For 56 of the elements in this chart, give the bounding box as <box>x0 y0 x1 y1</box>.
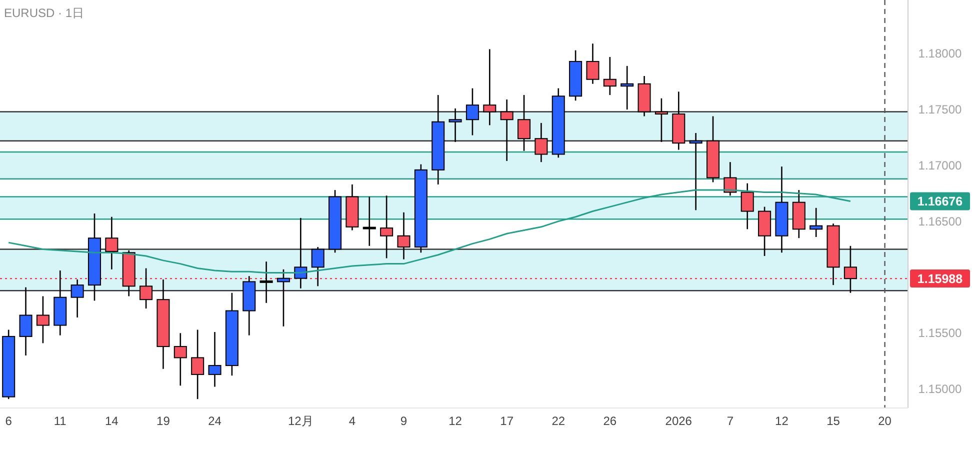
candlestick <box>260 260 273 304</box>
y-tick-label: 1.15500 <box>918 326 962 340</box>
text: 1.16676 <box>917 194 963 209</box>
candlestick <box>191 329 204 400</box>
candlestick <box>483 48 496 126</box>
y-tick-label: 1.16500 <box>918 214 962 228</box>
y-tick-label: 1.17500 <box>918 102 962 117</box>
candlestick <box>397 212 410 260</box>
candlestick <box>362 196 376 247</box>
x-tick-label: 12 <box>775 414 789 428</box>
y-tick-label: 1.18000 <box>918 46 962 61</box>
x-tick-label: 24 <box>208 414 222 428</box>
x-tick-label: 19 <box>156 414 170 428</box>
candlestick <box>448 108 462 143</box>
x-tick-label: 9 <box>400 414 408 428</box>
candlestick <box>603 56 616 96</box>
x-tick-label: 26 <box>603 414 617 428</box>
x-tick-label: 14 <box>104 414 119 428</box>
y-tick-label: 1.15000 <box>918 382 962 396</box>
candlestick <box>70 278 84 318</box>
candlestick <box>620 65 634 110</box>
x-tick-label: 20 <box>878 414 892 428</box>
candlestick <box>689 132 702 211</box>
candlestick <box>654 98 668 143</box>
x-tick-label: 2026 <box>665 414 692 428</box>
candlestick <box>140 268 153 310</box>
x-tick-label: 7 <box>726 414 734 428</box>
candlestick <box>518 94 531 152</box>
candlestick <box>294 217 308 290</box>
x-tick-label: 12月 <box>288 414 314 428</box>
candlestick <box>380 194 394 259</box>
candlestick <box>208 331 222 388</box>
x-tick-label: 4 <box>348 414 356 428</box>
candlestick <box>19 286 32 356</box>
candlestick <box>844 245 857 294</box>
candlestick <box>534 122 548 163</box>
candlestick <box>740 182 754 230</box>
x-tick-label: 6 <box>5 414 12 428</box>
x-tick-label: 11 <box>54 414 67 428</box>
candlestick <box>276 268 290 328</box>
candlestick <box>105 216 118 270</box>
text: EURUSD · 1日 <box>4 6 84 20</box>
candlestick <box>36 296 50 344</box>
candlestick <box>810 207 823 238</box>
candlestick <box>724 161 737 196</box>
x-tick-label: 12 <box>448 414 462 428</box>
candlestick <box>500 98 514 162</box>
candlestick <box>174 332 187 386</box>
x-tick-label: 17 <box>500 414 514 428</box>
candlestick <box>311 246 324 287</box>
x-tick-label: 15 <box>826 414 840 428</box>
x-tick-label: 22 <box>552 414 566 428</box>
candlestick <box>586 42 600 84</box>
candlestick <box>466 88 479 136</box>
y-tick-label: 1.17000 <box>918 158 962 172</box>
ref-line-label: 1.15988 <box>917 272 963 286</box>
